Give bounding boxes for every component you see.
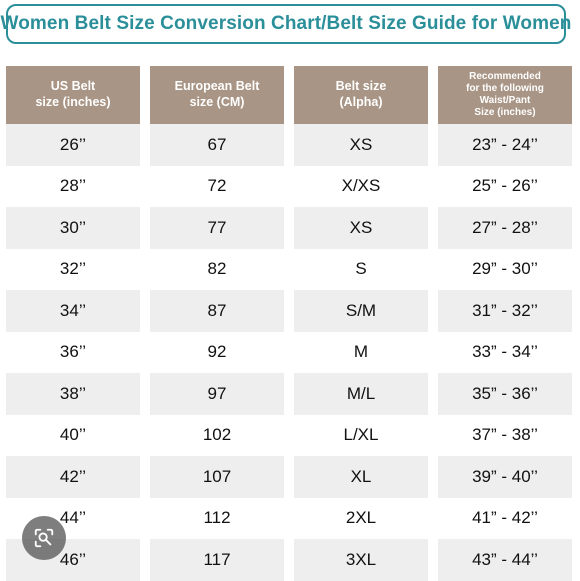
recommended-waist-size-cell: 23” - 24’’: [438, 124, 572, 166]
european-belt-size-cell: 72: [207, 176, 227, 196]
european-belt-size-column: European Belt size (CM) 67 72 77 82 87 92 97 102…: [150, 66, 284, 581]
alpha-belt-size-cell: 2XL: [345, 508, 377, 528]
us-belt-size-cell: 42’’: [6, 456, 140, 498]
recommended-waist-size-cell: 41” - 42’’: [472, 508, 538, 528]
us-belt-size-cell: 32’’: [59, 259, 87, 279]
us-belt-size-header: US Belt size (inches): [6, 66, 140, 124]
recommended-waist-size-cell: 43” - 44’’: [438, 539, 572, 581]
european-belt-size-cell: 97: [150, 373, 284, 415]
page-title: Women Belt Size Conversion Chart/Belt Si…: [0, 13, 572, 34]
recommended-waist-size-header: Recommended for the following Waist/Pant…: [438, 66, 572, 124]
alpha-belt-size-column: Belt size (Alpha) XS X/XS XS S S/M M M/L L/XL XL 2…: [294, 66, 428, 581]
european-belt-size-cell: 82: [207, 259, 227, 279]
european-belt-size-cell: 87: [150, 290, 284, 332]
alpha-belt-size-header: Belt size (Alpha): [294, 66, 428, 124]
european-belt-size-header: European Belt size (CM): [150, 66, 284, 124]
alpha-belt-size-cell: S: [355, 259, 367, 279]
recommended-waist-size-cell: 29” - 30’’: [472, 259, 538, 279]
european-belt-size-cell: 67: [150, 124, 284, 166]
alpha-belt-size-cell: X/XS: [341, 176, 381, 196]
title-banner: Women Belt Size Conversion Chart/Belt Si…: [1, 4, 571, 44]
european-belt-size-cell: 92: [207, 342, 227, 362]
us-belt-size-cell: 40’’: [59, 425, 87, 445]
recommended-waist-size-cell: 27” - 28’’: [438, 207, 572, 249]
recommended-waist-size-cell: 25” - 26’’: [472, 176, 538, 196]
alpha-belt-size-cell: L/XL: [343, 425, 379, 445]
us-belt-size-cell: 36’’: [59, 342, 87, 362]
us-belt-size-cell: 44’’: [59, 508, 87, 528]
alpha-belt-size-cell: M/L: [294, 373, 428, 415]
lens-search-button[interactable]: [22, 516, 66, 560]
european-belt-size-cell: 117: [150, 539, 284, 581]
recommended-waist-size-cell: 35” - 36’’: [438, 373, 572, 415]
us-belt-size-cell: 38’’: [6, 373, 140, 415]
european-belt-size-cell: 102: [202, 425, 232, 445]
us-belt-size-cell: 30’’: [6, 207, 140, 249]
us-belt-size-column: US Belt size (inches) 26’’ 28’’ 30’’ 32’’ 34’…: [6, 66, 140, 581]
recommended-waist-size-cell: 37” - 38’’: [472, 425, 538, 445]
alpha-belt-size-cell: S/M: [294, 290, 428, 332]
recommended-waist-size-cell: 39” - 40’’: [438, 456, 572, 498]
alpha-belt-size-cell: M: [353, 342, 369, 362]
european-belt-size-cell: 112: [203, 508, 231, 528]
recommended-waist-size-column: Recommended for the following Waist/Pant…: [438, 66, 572, 581]
us-belt-size-cell: 26’’: [6, 124, 140, 166]
alpha-belt-size-cell: XL: [294, 456, 428, 498]
size-chart-table: US Belt size (inches) 26’’ 28’’ 30’’ 32’’ 34’…: [6, 66, 572, 581]
us-belt-size-cell: 34’’: [6, 290, 140, 332]
european-belt-size-cell: 107: [150, 456, 284, 498]
alpha-belt-size-cell: XS: [294, 207, 428, 249]
european-belt-size-cell: 77: [150, 207, 284, 249]
recommended-waist-size-cell: 33” - 34’’: [472, 342, 538, 362]
alpha-belt-size-cell: 3XL: [294, 539, 428, 581]
us-belt-size-cell: 28’’: [59, 176, 87, 196]
alpha-belt-size-cell: XS: [294, 124, 428, 166]
lens-search-icon: [34, 528, 54, 548]
recommended-waist-size-cell: 31” - 32’’: [438, 290, 572, 332]
